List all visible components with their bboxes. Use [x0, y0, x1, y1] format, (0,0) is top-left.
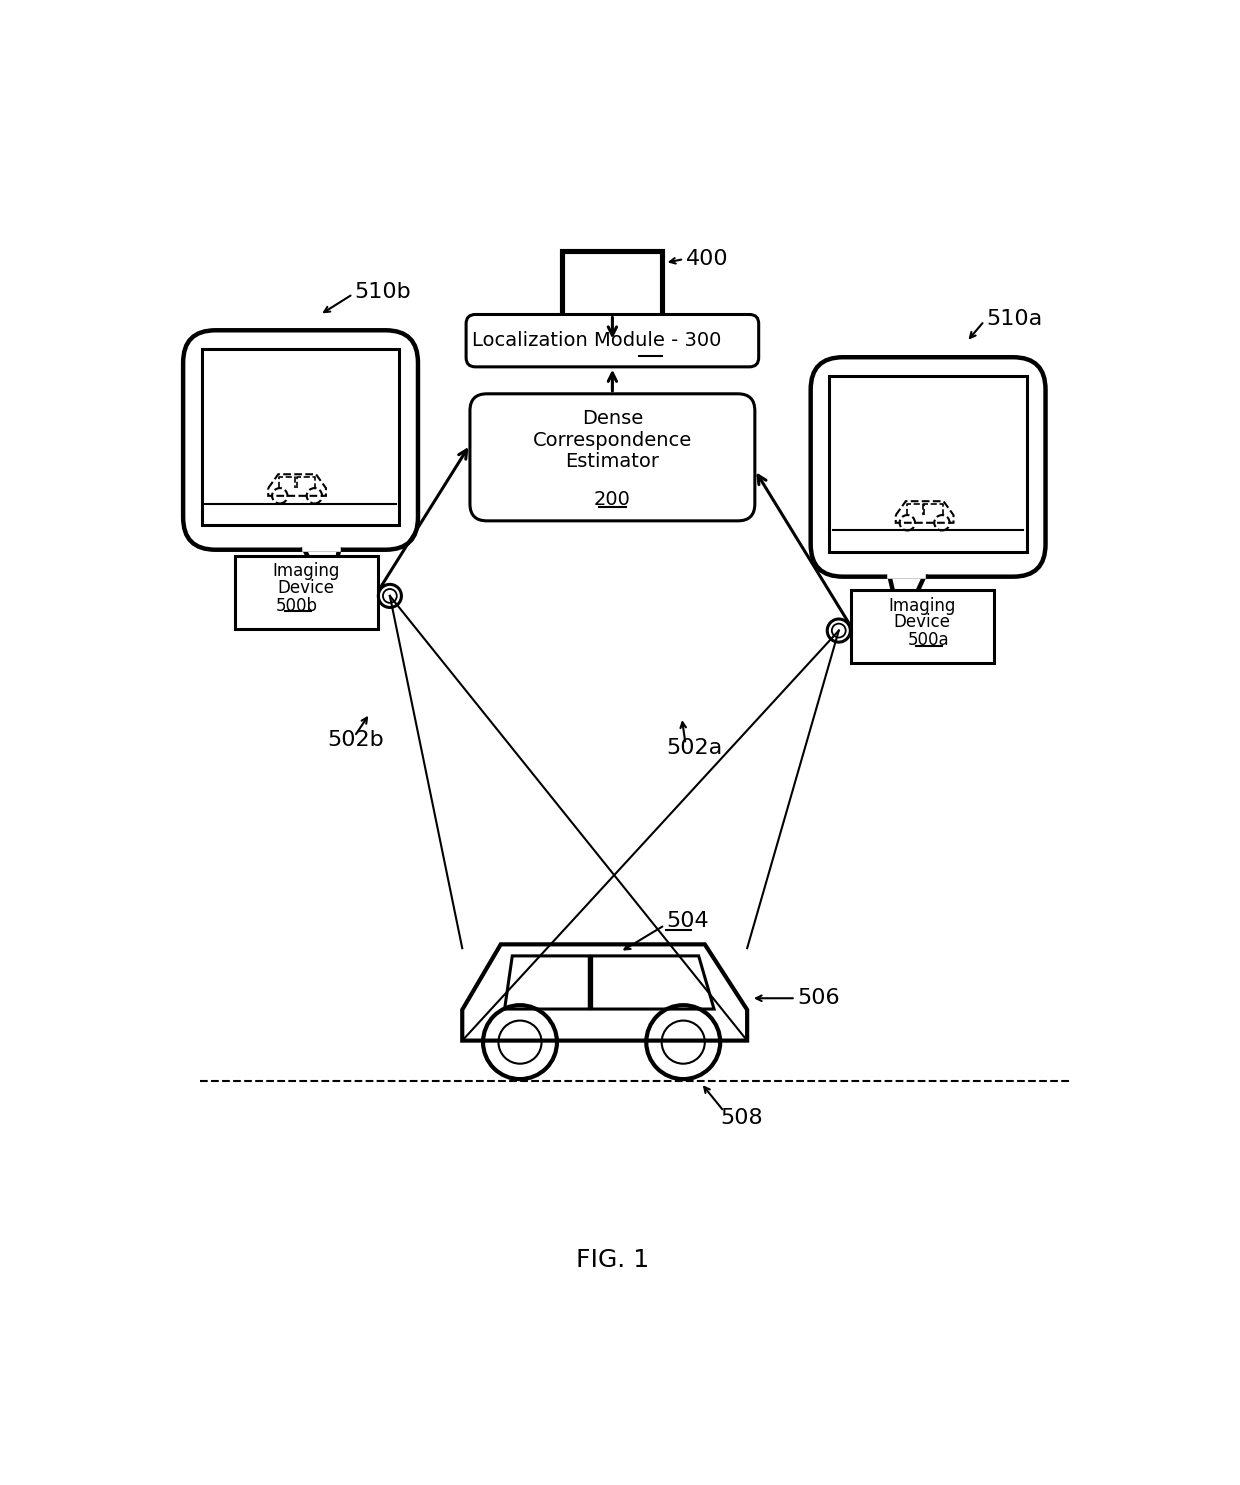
Text: Correspondence: Correspondence [533, 431, 692, 450]
Text: Device: Device [278, 579, 335, 597]
Text: 200: 200 [594, 490, 631, 509]
FancyBboxPatch shape [184, 330, 418, 549]
FancyBboxPatch shape [811, 358, 1045, 576]
Text: 502a: 502a [666, 738, 723, 757]
Text: 510a: 510a [986, 309, 1042, 328]
Text: Imaging: Imaging [889, 597, 956, 615]
Text: Localization Module - 300: Localization Module - 300 [472, 331, 722, 350]
Polygon shape [889, 576, 924, 627]
Text: 400: 400 [686, 249, 728, 269]
Text: FIG. 1: FIG. 1 [575, 1247, 649, 1273]
Text: 504: 504 [666, 912, 709, 931]
Text: Imaging: Imaging [273, 561, 340, 581]
Text: Estimator: Estimator [565, 451, 660, 471]
Polygon shape [304, 549, 339, 600]
FancyBboxPatch shape [563, 251, 662, 321]
FancyBboxPatch shape [202, 349, 399, 526]
Text: 508: 508 [720, 1108, 763, 1127]
FancyBboxPatch shape [470, 394, 755, 521]
Text: 506: 506 [797, 988, 839, 1008]
Text: 500b: 500b [277, 597, 319, 615]
FancyBboxPatch shape [830, 376, 1027, 552]
FancyBboxPatch shape [236, 555, 377, 628]
Text: 502b: 502b [327, 731, 384, 750]
FancyBboxPatch shape [851, 590, 993, 664]
Text: 500a: 500a [908, 631, 950, 649]
FancyBboxPatch shape [466, 315, 759, 367]
Text: Device: Device [894, 613, 951, 631]
Text: Dense: Dense [582, 408, 644, 428]
Text: 510b: 510b [355, 282, 412, 301]
